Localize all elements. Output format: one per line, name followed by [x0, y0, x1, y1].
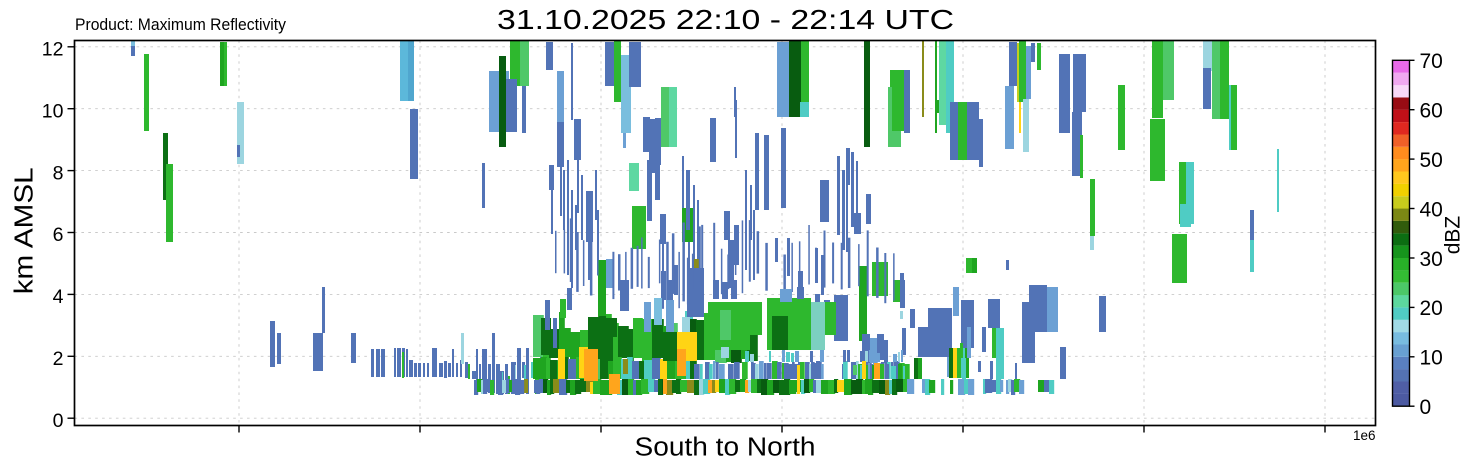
svg-text:0: 0 [1420, 396, 1432, 419]
svg-text:10: 10 [42, 100, 64, 122]
svg-text:2: 2 [53, 348, 64, 370]
svg-text:40: 40 [1420, 198, 1443, 221]
svg-text:dBZ: dBZ [1442, 216, 1465, 255]
svg-text:20: 20 [1420, 297, 1443, 320]
svg-text:km AMSL: km AMSL [11, 167, 39, 294]
svg-text:60: 60 [1420, 100, 1443, 123]
svg-text:50: 50 [1420, 149, 1443, 172]
svg-text:30: 30 [1420, 248, 1443, 271]
svg-text:70: 70 [1420, 50, 1443, 73]
svg-text:Product: Maximum Reflectivity: Product: Maximum Reflectivity [75, 15, 286, 34]
svg-text:10: 10 [1420, 347, 1443, 370]
svg-text:4: 4 [53, 286, 64, 308]
svg-text:12: 12 [42, 39, 64, 61]
svg-text:8: 8 [53, 162, 64, 184]
svg-text:1e6: 1e6 [1353, 428, 1376, 443]
svg-text:0: 0 [53, 410, 64, 432]
svg-text:6: 6 [53, 224, 64, 246]
svg-text:31.10.2025 22:10 - 22:14 UTC: 31.10.2025 22:10 - 22:14 UTC [497, 4, 954, 35]
svg-text:South to North: South to North [635, 434, 816, 462]
